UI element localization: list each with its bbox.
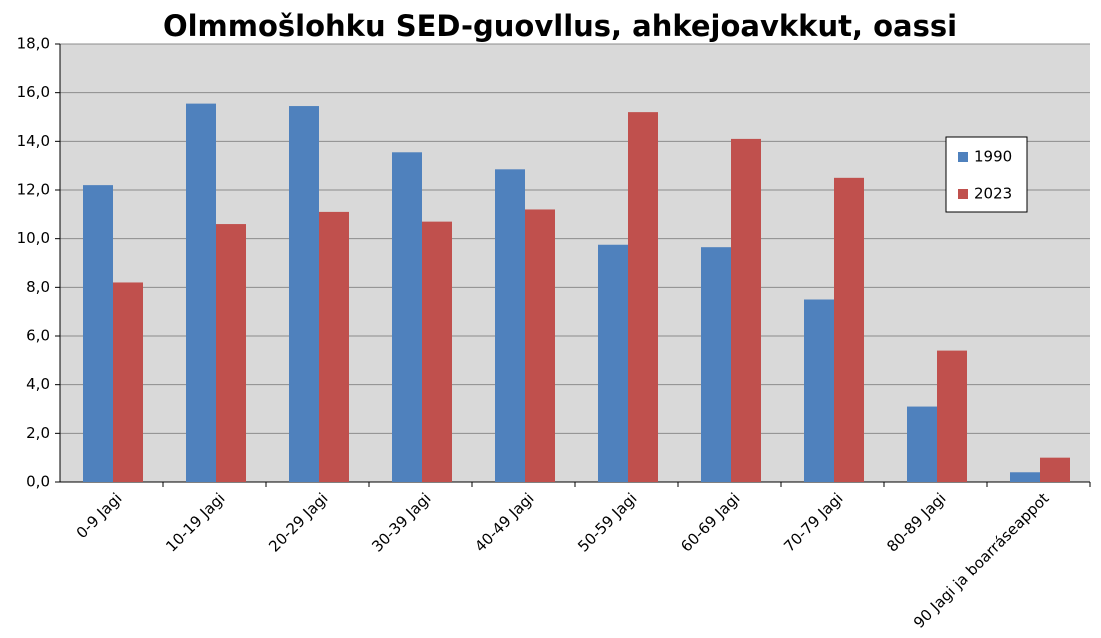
y-tick-label: 14,0	[17, 132, 50, 150]
bar	[834, 177, 864, 483]
bar	[598, 244, 628, 482]
bar	[907, 406, 937, 482]
bar	[804, 299, 834, 482]
legend-swatch	[958, 152, 968, 162]
x-tick-label: 70-79 Jagi	[780, 489, 846, 555]
bar	[216, 224, 246, 483]
y-tick-label: 8,0	[26, 278, 50, 296]
bar	[525, 209, 555, 482]
y-tick-label: 2,0	[26, 424, 50, 442]
bar	[628, 112, 658, 482]
bar	[289, 106, 319, 483]
y-tick-label: 0,0	[26, 473, 50, 491]
y-tick-label: 4,0	[26, 375, 50, 393]
y-tick-label: 10,0	[17, 229, 50, 247]
y-tick-label: 16,0	[17, 83, 50, 101]
legend-label: 1990	[974, 148, 1012, 166]
x-tick-label: 10-19 Jagi	[162, 489, 228, 555]
bar	[422, 221, 452, 482]
bar	[701, 247, 731, 482]
bar	[319, 211, 349, 482]
x-tick-label: 50-59 Jagi	[574, 489, 640, 555]
y-tick-label: 18,0	[17, 35, 50, 53]
bar	[495, 169, 525, 483]
x-tick-label: 40-49 Jagi	[471, 489, 537, 555]
x-tick-label: 0-9 Jagi	[73, 489, 126, 542]
x-tick-label: 60-69 Jagi	[677, 489, 743, 555]
bar	[1010, 472, 1040, 482]
bar	[1040, 457, 1070, 482]
legend-swatch	[958, 189, 968, 199]
bar	[731, 138, 761, 482]
bar	[113, 282, 143, 482]
x-tick-label: 30-39 Jagi	[368, 489, 434, 555]
legend-label: 2023	[974, 185, 1012, 203]
x-tick-label: 20-29 Jagi	[265, 489, 331, 555]
bar	[392, 152, 422, 483]
chart-title: Olmmošlohku SED-guovllus, ahkejoavkkut, …	[163, 9, 957, 43]
bar	[937, 350, 967, 482]
y-tick-label: 12,0	[17, 181, 50, 199]
y-tick-label: 6,0	[26, 327, 50, 345]
legend-box	[945, 136, 1028, 213]
bar	[186, 103, 216, 482]
x-tick-label: 80-89 Jagi	[883, 489, 949, 555]
bar	[83, 185, 113, 482]
